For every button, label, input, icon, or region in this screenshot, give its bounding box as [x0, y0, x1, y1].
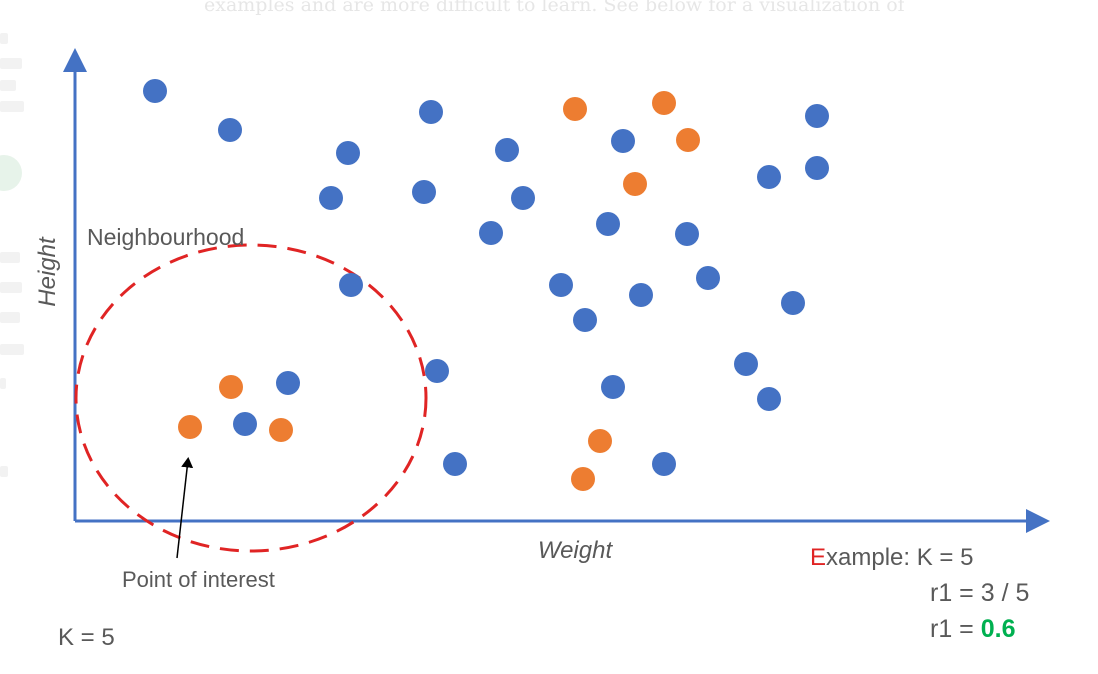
blue-point — [611, 129, 635, 153]
blue-point — [675, 222, 699, 246]
point-of-interest-label: Point of interest — [122, 567, 275, 592]
orange-point — [652, 91, 676, 115]
orange-point — [571, 467, 595, 491]
orange-point — [269, 418, 293, 442]
orange-point — [219, 375, 243, 399]
example-ratio-line: r1 = 3 / 5 — [930, 579, 1029, 607]
blue-point — [339, 273, 363, 297]
left-sidebar-ghost — [0, 0, 30, 674]
example-first-letter: E — [810, 544, 826, 571]
point-of-interest-arrow — [176, 457, 194, 559]
neighbourhood-label: Neighbourhood — [87, 224, 244, 250]
orange-point — [676, 128, 700, 152]
k-value-label: K = 5 — [58, 624, 115, 651]
blue-point — [781, 291, 805, 315]
blue-point — [233, 412, 257, 436]
blue-point — [652, 452, 676, 476]
orange-point — [623, 172, 647, 196]
blue-point — [596, 212, 620, 236]
blue-point — [757, 387, 781, 411]
blue-point — [629, 283, 653, 307]
orange-point — [588, 429, 612, 453]
blue-point — [573, 308, 597, 332]
example-result-prefix: r1 = — [930, 615, 981, 643]
example-heading-rest: xample: K = 5 — [826, 544, 973, 571]
example-result-line: r1 = 0.6 — [930, 615, 1016, 643]
blue-point — [443, 452, 467, 476]
y-axis-label: Height — [34, 236, 61, 307]
blue-point — [805, 156, 829, 180]
blue-point — [419, 100, 443, 124]
x-axis-label: Weight — [538, 537, 614, 564]
orange-point — [178, 415, 202, 439]
example-result-value: 0.6 — [981, 615, 1016, 643]
background-paragraph-text: examples and are more difficult to learn… — [204, 0, 904, 16]
orange-point — [563, 97, 587, 121]
blue-point — [143, 79, 167, 103]
blue-point — [218, 118, 242, 142]
blue-point — [696, 266, 720, 290]
example-heading: Example: K = 5 — [810, 544, 973, 571]
blue-point — [805, 104, 829, 128]
blue-point — [276, 371, 300, 395]
blue-point — [425, 359, 449, 383]
blue-point — [549, 273, 573, 297]
blue-point — [412, 180, 436, 204]
blue-point — [336, 141, 360, 165]
blue-point — [479, 221, 503, 245]
neighbourhood-circle — [74, 243, 428, 553]
blue-points-group — [143, 79, 829, 476]
blue-point — [757, 165, 781, 189]
blue-point — [495, 138, 519, 162]
blue-point — [601, 375, 625, 399]
blue-point — [734, 352, 758, 376]
orange-points-group — [178, 91, 700, 491]
blue-point — [511, 186, 535, 210]
blue-point — [319, 186, 343, 210]
